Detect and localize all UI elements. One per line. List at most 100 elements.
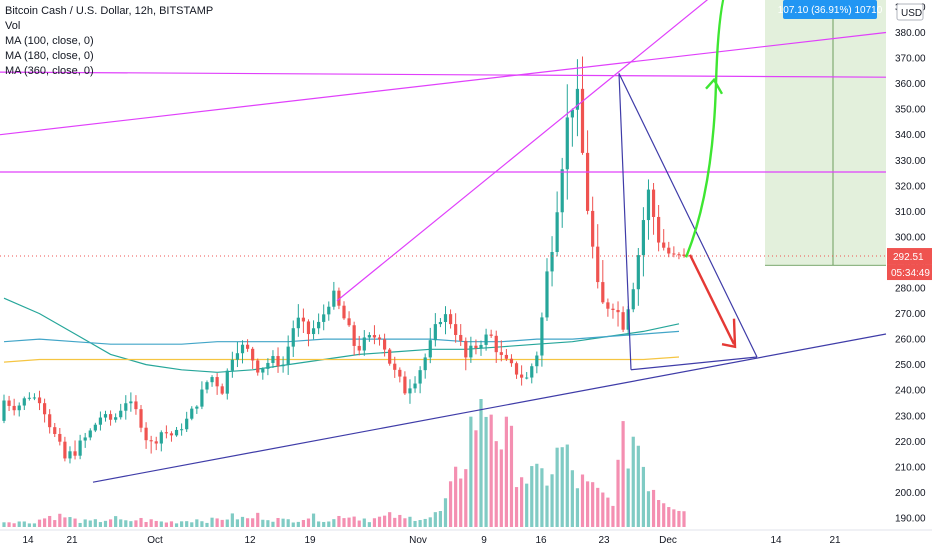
price-tick-label: 330.00 xyxy=(895,156,926,167)
candle-body xyxy=(641,220,646,256)
volume-bar xyxy=(443,498,448,527)
volume-bar xyxy=(164,522,168,527)
volume-bar xyxy=(83,519,87,527)
volume-bar xyxy=(418,520,422,527)
candle-body xyxy=(362,337,366,351)
volume-bar xyxy=(525,483,529,527)
candle-body xyxy=(73,451,77,456)
candle-body xyxy=(149,440,153,442)
legend-ma100[interactable]: MA (100, close, 0) xyxy=(5,35,94,47)
volume-bar xyxy=(2,522,6,527)
price-tick-label: 210.00 xyxy=(895,462,926,473)
volume-bar xyxy=(53,520,57,527)
volume-bar xyxy=(58,513,62,527)
volume-bars xyxy=(2,399,686,527)
candle-body xyxy=(12,405,16,411)
volume-bar xyxy=(12,523,16,527)
candle-body xyxy=(276,356,280,367)
volume-bar xyxy=(119,519,123,527)
candle-body xyxy=(261,368,265,373)
bullish-arrow[interactable] xyxy=(684,0,737,258)
candle-body xyxy=(464,340,468,358)
candle-body xyxy=(32,397,37,399)
candle-body xyxy=(281,364,285,367)
volume-bar xyxy=(382,515,387,527)
legend-ma180[interactable]: MA (180, close, 0) xyxy=(5,50,94,62)
legend-vol[interactable]: Vol xyxy=(5,20,21,32)
last-price-badge[interactable] xyxy=(887,248,932,265)
candle-body xyxy=(185,418,189,430)
candle-body xyxy=(83,437,87,441)
volume-bar xyxy=(78,522,82,527)
volume-bar xyxy=(220,519,224,527)
volume-bar xyxy=(677,510,681,527)
candle-body xyxy=(271,356,275,363)
volume-bar xyxy=(271,521,275,527)
magenta-channel-line[interactable] xyxy=(336,0,730,302)
volume-bar xyxy=(347,517,351,527)
candle-body xyxy=(240,344,245,354)
candle-body xyxy=(423,357,427,371)
magenta-trend-line[interactable] xyxy=(0,31,887,136)
triangle-pattern[interactable] xyxy=(618,73,758,370)
candle-body xyxy=(413,383,417,389)
volume-bar xyxy=(185,521,189,527)
volume-bar xyxy=(509,425,514,527)
volume-bar xyxy=(180,521,184,527)
bearish-arrow[interactable] xyxy=(688,254,736,345)
volume-bar xyxy=(514,487,519,527)
support-trend-line[interactable] xyxy=(92,333,887,483)
candle-body xyxy=(291,328,295,347)
candle-body xyxy=(215,377,219,387)
volume-bar xyxy=(535,463,539,527)
price-tick-label: 240.00 xyxy=(895,386,926,397)
volume-bar xyxy=(357,520,361,527)
volume-bar xyxy=(367,522,371,527)
volume-bar xyxy=(37,519,42,527)
candle-body xyxy=(88,430,92,438)
candle-body xyxy=(382,339,387,350)
volume-bar xyxy=(322,521,326,527)
volume-bar xyxy=(27,523,31,527)
price-tick-label: 220.00 xyxy=(895,437,926,448)
volume-bar xyxy=(672,509,676,527)
candle-body xyxy=(474,345,478,349)
resistance-line-upper[interactable] xyxy=(0,71,887,78)
volume-bar xyxy=(555,447,559,527)
volume-bar xyxy=(256,512,260,527)
volume-bar xyxy=(479,399,483,527)
volume-bar xyxy=(114,516,118,527)
ma100-line xyxy=(3,297,680,373)
volume-bar xyxy=(591,482,595,527)
volume-bar xyxy=(88,520,92,527)
price-tick-label: 270.00 xyxy=(895,309,926,320)
measure-label: 107.10 (36.91%) 10710 xyxy=(778,5,883,16)
candle-body xyxy=(657,216,661,243)
candle-body xyxy=(672,253,676,255)
legend-title[interactable]: Bitcoin Cash / U.S. Dollar, 12h, BITSTAM… xyxy=(5,5,214,17)
volume-bar xyxy=(484,416,488,527)
volume-bar xyxy=(306,518,311,527)
volume-bar xyxy=(611,505,615,527)
time-axis[interactable]: 14 21 Oct 12 19 Nov 9 16 23 Dec 14 21 xyxy=(22,535,841,546)
candle-body xyxy=(398,369,402,377)
legend-ma360[interactable]: MA (360, close, 0) xyxy=(5,65,94,77)
volume-bar xyxy=(393,517,397,527)
triangle-base[interactable] xyxy=(630,356,758,371)
candle-body xyxy=(2,400,6,421)
volume-bar xyxy=(469,416,473,527)
candle-body xyxy=(230,359,234,371)
candle-body xyxy=(169,433,174,436)
currency-badge[interactable] xyxy=(896,3,924,21)
candle-body xyxy=(570,109,574,118)
candle-body xyxy=(667,247,671,254)
volume-bar xyxy=(657,500,661,527)
ma360-line xyxy=(3,356,680,363)
volume-bar xyxy=(291,522,295,527)
volume-bar xyxy=(159,521,163,527)
volume-bar xyxy=(22,521,26,527)
candle-body xyxy=(616,309,620,313)
candle-body xyxy=(296,317,300,329)
